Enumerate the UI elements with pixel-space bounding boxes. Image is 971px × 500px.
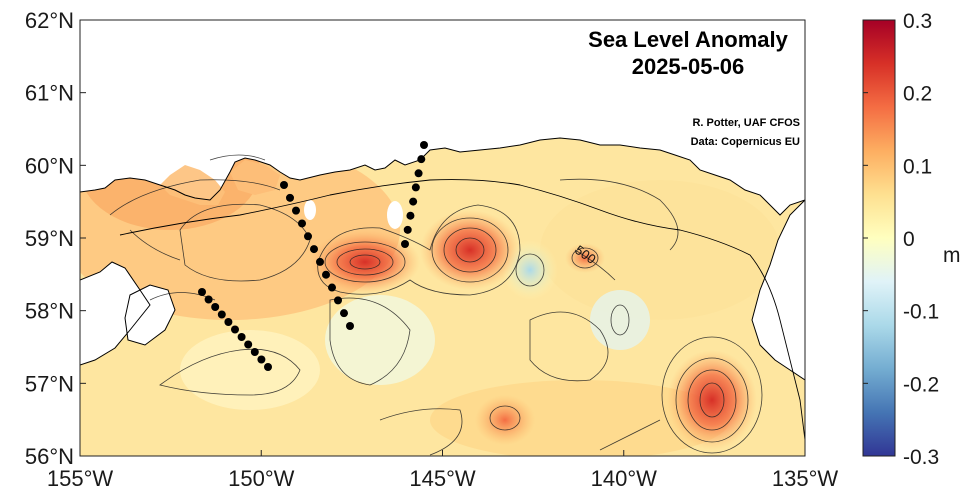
station-dot xyxy=(322,270,330,279)
station-dot xyxy=(198,288,206,296)
station-dot xyxy=(403,225,412,234)
station-dot xyxy=(217,310,226,319)
station-dot xyxy=(340,309,348,318)
station-dot xyxy=(244,340,253,349)
lon-tick-label: 135°W xyxy=(772,466,839,491)
station-dot xyxy=(420,141,428,149)
lat-tick-label: 61°N xyxy=(25,81,74,106)
colorbar-tick-label: 0 xyxy=(903,228,915,251)
colorbar-tick-label: 0.1 xyxy=(903,155,932,178)
longitude-axis: 155°W 150°W 145°W 140°W 135°W xyxy=(47,450,839,491)
colorbar-tick-label: 0.3 xyxy=(903,10,932,33)
station-dot xyxy=(417,155,426,164)
colorbar-tick-label: -0.1 xyxy=(903,301,939,324)
lat-tick-label: 56°N xyxy=(25,444,74,469)
colorbar-axis: 0.3 0.2 0.1 0 -0.1 -0.2 -0.3 xyxy=(863,10,939,469)
map-date: 2025-05-06 xyxy=(632,54,745,79)
station-dot xyxy=(346,322,354,330)
station-dot xyxy=(298,219,306,228)
station-dot xyxy=(280,181,288,189)
lon-tick-label: 155°W xyxy=(47,466,114,491)
colorbar-unit: m xyxy=(943,244,961,267)
anomaly-contours xyxy=(109,154,763,456)
station-dot xyxy=(237,333,246,341)
colorbar-tick-label: 0.2 xyxy=(903,83,932,106)
latitude-axis: 62°N 61°N 60°N 59°N 58°N 57°N 56°N xyxy=(25,8,86,469)
station-dot xyxy=(211,303,220,311)
coastline xyxy=(80,137,805,381)
isobath-500m xyxy=(119,179,805,441)
land-alaska-peninsula xyxy=(80,262,150,365)
station-lines xyxy=(198,141,428,371)
anomaly-field xyxy=(80,20,805,456)
station-dot xyxy=(401,240,409,248)
station-dot xyxy=(334,296,342,305)
station-dot xyxy=(409,197,418,206)
station-dot xyxy=(257,355,266,364)
credit-author: R. Potter, UAF CFOS xyxy=(692,117,800,129)
station-dot xyxy=(304,232,312,241)
station-dot xyxy=(316,257,324,266)
lat-tick-label: 59°N xyxy=(25,226,74,251)
station-dot xyxy=(224,318,233,326)
lon-tick-label: 140°W xyxy=(591,466,658,491)
station-dot xyxy=(286,193,294,202)
station-dot xyxy=(204,295,213,304)
station-dot xyxy=(328,283,336,292)
land-alaska xyxy=(80,20,805,215)
lat-tick-label: 57°N xyxy=(25,371,74,396)
credit-data: Data: Copernicus EU xyxy=(691,136,800,148)
station-dot xyxy=(264,363,272,371)
colorbar-tick-label: -0.2 xyxy=(903,373,939,396)
map-title: Sea Level Anomaly xyxy=(588,27,788,52)
lat-tick-label: 60°N xyxy=(25,153,74,178)
colorbar-tick-label: -0.3 xyxy=(903,446,939,469)
land-southeast-alaska xyxy=(752,200,805,380)
station-dot xyxy=(250,348,259,356)
station-dot xyxy=(406,211,415,220)
lat-tick-label: 58°N xyxy=(25,299,74,324)
station-dot xyxy=(414,169,423,178)
colorbar xyxy=(862,19,896,457)
station-dot xyxy=(231,325,239,334)
lon-tick-label: 150°W xyxy=(228,466,295,491)
station-dot xyxy=(411,183,420,192)
lon-tick-label: 145°W xyxy=(409,466,476,491)
station-dot xyxy=(292,206,300,215)
lat-tick-label: 62°N xyxy=(25,8,74,33)
station-dot xyxy=(310,245,318,254)
land-kodiak xyxy=(125,285,175,345)
